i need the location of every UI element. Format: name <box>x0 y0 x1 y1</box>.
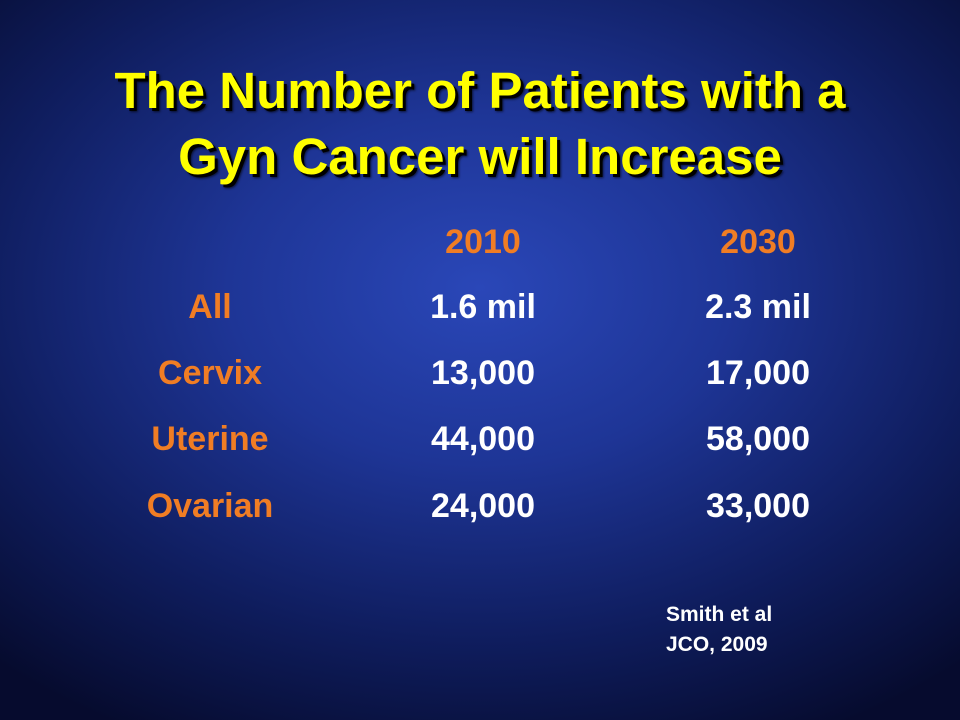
cell-uterine-2010: 44,000 <box>431 420 535 458</box>
header-2030: 2030 <box>720 223 796 261</box>
row-label-all: All <box>188 288 232 326</box>
cell-uterine-2030: 58,000 <box>706 420 810 458</box>
row-label-uterine: Uterine <box>151 420 269 458</box>
slide-title-line-2: Gyn Cancer will Increase <box>178 128 782 185</box>
cell-cervix-2030: 17,000 <box>706 354 810 392</box>
cell-all-2010: 1.6 mil <box>430 288 536 326</box>
slide-title-line-1: The Number of Patients with a <box>114 62 846 119</box>
row-label-cervix: Cervix <box>158 354 262 392</box>
citation-line-1: Smith et al <box>666 603 773 626</box>
cell-ovarian-2030: 33,000 <box>706 487 810 525</box>
citation: Smith et al JCO, 2009 <box>666 600 772 660</box>
header-2010: 2010 <box>445 223 521 261</box>
cell-all-2030: 2.3 mil <box>705 288 811 326</box>
citation-line-2: JCO, 2009 <box>666 633 768 656</box>
row-label-ovarian: Ovarian <box>146 487 274 525</box>
cell-ovarian-2010: 24,000 <box>431 487 535 525</box>
slide-title: The Number of Patients with a Gyn Cancer… <box>0 58 960 190</box>
cell-cervix-2010: 13,000 <box>431 354 535 392</box>
